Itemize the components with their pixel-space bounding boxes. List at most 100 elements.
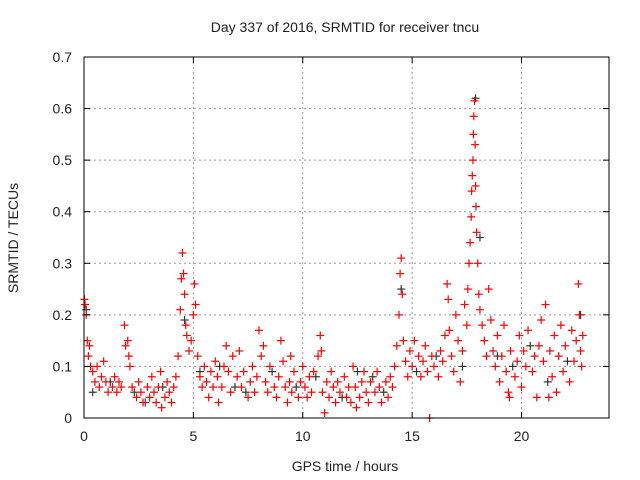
data-point-red (556, 321, 565, 330)
data-point-red (438, 357, 447, 366)
data-point-red (317, 346, 326, 355)
data-point-red (537, 316, 546, 325)
data-point-red (333, 377, 342, 386)
x-tick-label: 20 (514, 428, 530, 444)
data-point-red (444, 295, 453, 304)
data-point-red (364, 398, 373, 407)
data-point-red (565, 377, 574, 386)
data-point-red (85, 341, 94, 350)
data-point-red (539, 357, 548, 366)
data-point-red (128, 383, 137, 392)
y-tick-label: 0.7 (53, 49, 73, 65)
data-point-red (195, 372, 204, 381)
data-point-red (287, 388, 296, 397)
x-tick-label: 10 (295, 428, 311, 444)
data-point-red (143, 383, 152, 392)
data-point-red (224, 367, 233, 376)
data-point-red (423, 367, 432, 376)
data-point-red (519, 346, 528, 355)
data-point-red (493, 331, 502, 340)
x-tick-label: 0 (80, 428, 88, 444)
data-point-red (377, 398, 386, 407)
data-point-red (375, 383, 384, 392)
data-point-red (235, 346, 244, 355)
data-point-red (478, 321, 487, 330)
data-point-red (303, 393, 312, 402)
data-point-red (261, 377, 270, 386)
y-tick-label: 0.4 (53, 204, 73, 220)
data-point-grey (475, 233, 484, 242)
data-point-red (460, 300, 469, 309)
data-point-red (515, 331, 524, 340)
data-point-red (93, 362, 102, 371)
data-point-red (101, 377, 110, 386)
data-point-red (397, 254, 406, 263)
data-point-red (541, 300, 550, 309)
data-point-grey (368, 372, 377, 381)
data-point-red (329, 383, 338, 392)
data-point-red (384, 393, 393, 402)
data-point-red (214, 398, 223, 407)
data-point-red (283, 398, 292, 407)
data-point-red (421, 341, 430, 350)
data-point-red (500, 321, 508, 330)
data-point-red (454, 336, 463, 345)
data-point-red (561, 341, 570, 350)
data-point-red (434, 372, 443, 381)
data-point-red (239, 367, 248, 376)
data-point-red (472, 228, 481, 237)
data-point-red (471, 140, 480, 149)
data-point-red (145, 393, 154, 402)
data-point-red (578, 331, 587, 340)
chart-title: Day 337 of 2016, SRMTID for receiver tnc… (211, 19, 479, 35)
data-point-red (121, 341, 130, 350)
data-point-red (440, 331, 449, 340)
data-point-red (211, 357, 220, 366)
data-point-red (574, 279, 583, 288)
data-point-red (165, 388, 174, 397)
data-point-grey (268, 367, 277, 376)
data-point-red (163, 377, 172, 386)
data-point-red (467, 187, 476, 196)
data-point-red (524, 326, 533, 335)
data-point-red (150, 388, 158, 397)
data-point-red (401, 357, 410, 366)
data-point-red (108, 383, 117, 392)
data-point-red (465, 259, 473, 268)
axis-ticks: 0 5 10 15 20 0 0.1 0.2 0.3 0.4 0.5 0.6 0.7 (53, 49, 609, 444)
data-point-grey (88, 388, 97, 397)
y-tick-label: 0 (64, 410, 72, 426)
data-point-red (90, 377, 99, 386)
data-point-red (285, 377, 294, 386)
data-point-red (274, 372, 283, 381)
data-point-grey (508, 362, 517, 371)
data-point-red (362, 388, 371, 397)
data-point-red (504, 388, 513, 397)
data-point-red (204, 393, 213, 402)
data-point-red (198, 383, 207, 392)
data-point-red (567, 326, 576, 335)
data-point-red (202, 377, 211, 386)
data-point-grey (397, 285, 406, 294)
data-point-red (544, 393, 553, 402)
data-point-red (396, 269, 405, 278)
data-point-red (270, 383, 279, 392)
data-point-red (550, 331, 559, 340)
data-point-red (81, 300, 90, 309)
data-point-red (475, 305, 484, 314)
data-point-red (517, 383, 526, 392)
data-point-red (388, 383, 397, 392)
data-point-red (410, 336, 419, 345)
data-point-grey (412, 367, 421, 376)
data-point-red (349, 362, 358, 371)
data-point-red (577, 362, 586, 371)
data-point-red (470, 96, 479, 105)
data-point-grey (379, 388, 388, 397)
data-point-red (160, 393, 169, 402)
data-point-red (497, 352, 506, 361)
data-point-red (83, 336, 92, 345)
data-point-grey (526, 341, 535, 350)
data-point-red (570, 357, 578, 366)
data-point-red (117, 383, 126, 392)
data-point-red (220, 362, 228, 371)
